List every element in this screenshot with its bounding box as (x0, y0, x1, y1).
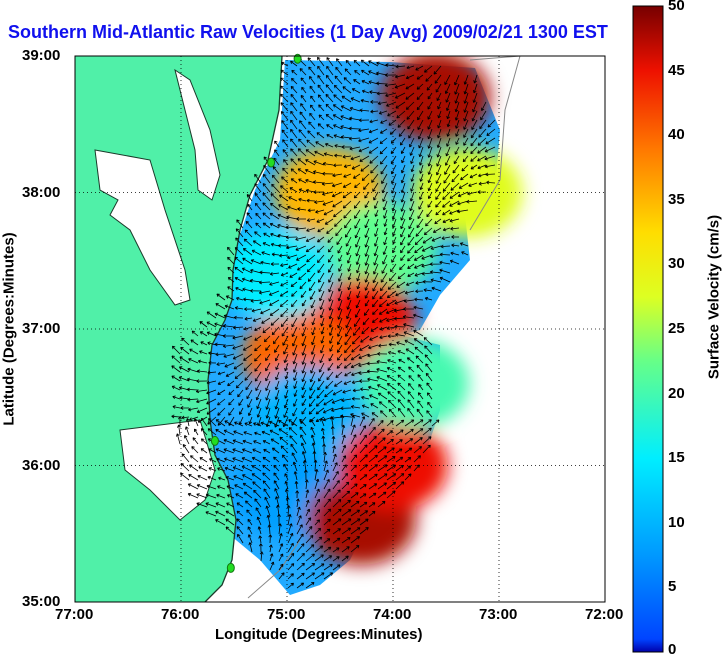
station-marker (210, 435, 219, 446)
plot-frame (74, 55, 606, 603)
x-tick-label: 76:00 (161, 606, 200, 623)
coastline (204, 56, 283, 602)
colorbar-tick-label: 10 (668, 513, 685, 531)
velocity-region (253, 365, 364, 456)
x-tick-label: 75:00 (267, 606, 306, 623)
grid-lines (75, 56, 605, 602)
y-tick-label: 38:00 (22, 183, 61, 201)
velocity-region (359, 338, 470, 429)
vector-arrow (171, 56, 496, 589)
colorbar-tick-label: 25 (668, 320, 685, 337)
y-axis-label: Latitude (Degrees:Minutes) (0, 232, 18, 426)
y-tick-label: 37:00 (22, 320, 61, 337)
colorbar-tick-label: 50 (668, 0, 685, 14)
colorbar-tick-label: 15 (668, 449, 685, 467)
x-axis-label: Longitude (Degrees:Minutes) (215, 626, 423, 643)
colorbar-tick-label: 45 (668, 61, 685, 79)
colorbar-tick-label: 0 (668, 641, 677, 658)
x-tick-label: 72:00 (585, 606, 624, 623)
station-marker (267, 157, 276, 168)
x-tick-label: 74:00 (373, 606, 412, 623)
velocity-region (327, 202, 438, 293)
y-tick-label: 36:00 (22, 456, 61, 474)
chesapeake-bay (94, 149, 191, 306)
bathymetry-contour (247, 56, 521, 599)
colorbar-tick-label: 5 (668, 578, 677, 596)
y-tick-label: 35:00 (22, 593, 61, 610)
colorbar-tick-label: 40 (668, 126, 685, 144)
velocity-vectors (171, 56, 496, 589)
colorbar (632, 5, 664, 653)
station-marker (226, 562, 235, 573)
x-tick-label: 77:00 (55, 606, 94, 623)
chart-title: Southern Mid-Atlantic Raw Velocities (1 … (8, 22, 608, 42)
colorbar-tick-label: 20 (668, 384, 685, 402)
velocity-region (221, 229, 332, 320)
delaware-bay (174, 68, 221, 201)
colorbar-label: Surface Velocity (cm/s) (705, 214, 723, 380)
x-tick-label: 73:00 (479, 606, 518, 623)
y-tick-label: 39:00 (22, 47, 61, 64)
colorbar-tick-label: 30 (668, 255, 685, 273)
colorbar-tick-label: 35 (668, 190, 685, 208)
